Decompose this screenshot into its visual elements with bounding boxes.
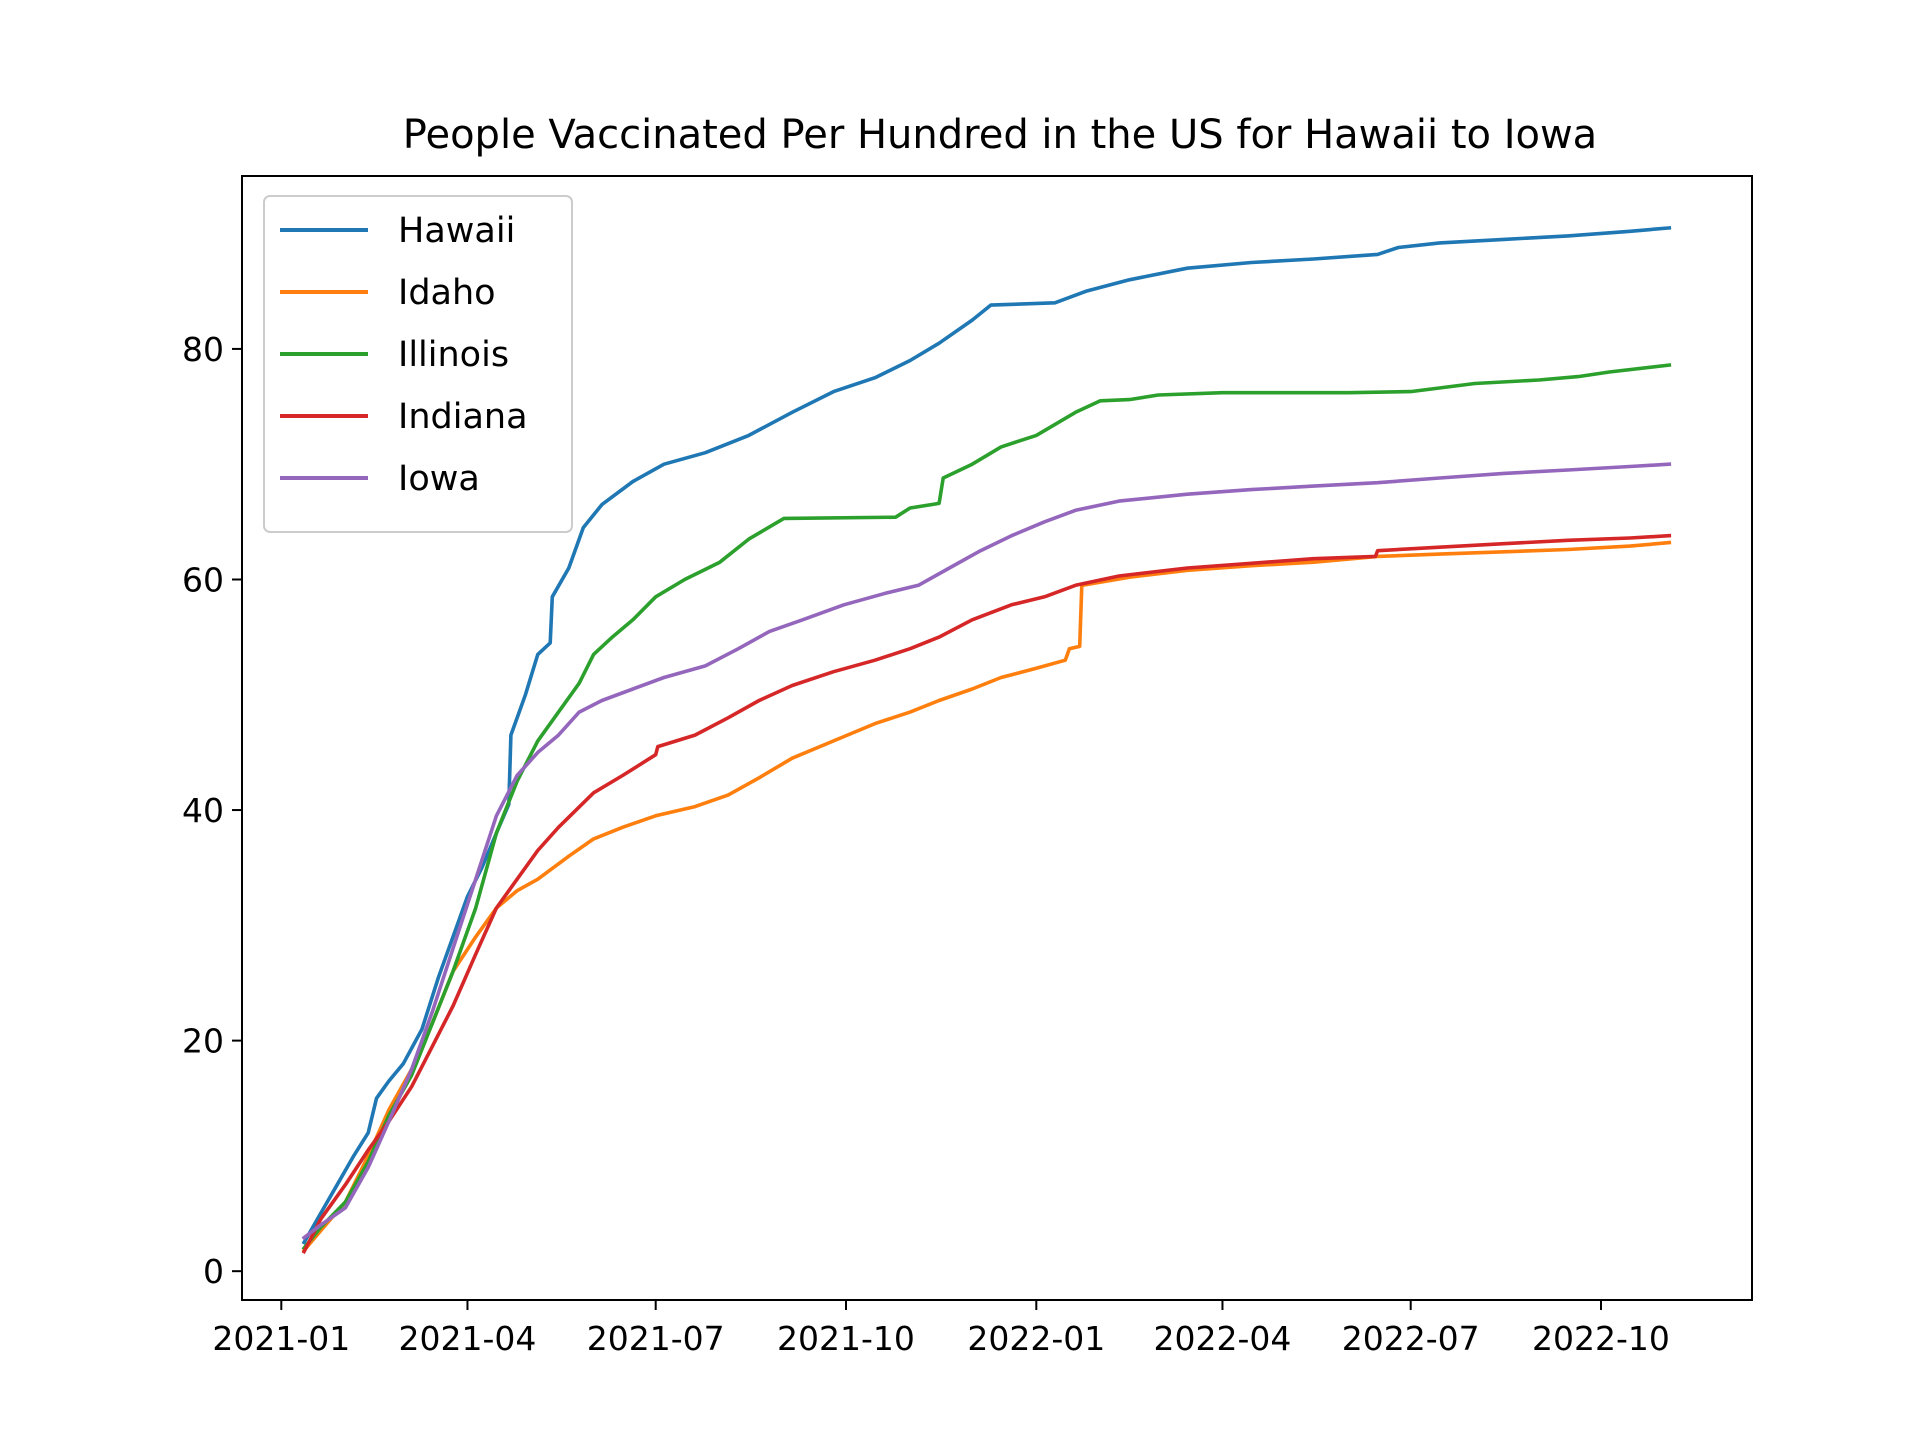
y-tick-label: 80 bbox=[182, 330, 224, 369]
x-tick-label: 2022-04 bbox=[1154, 1319, 1292, 1358]
series-line-hawaii bbox=[301, 225, 1672, 1245]
plot-area-frame bbox=[241, 175, 1753, 1301]
x-axis: 2021-01 2021-04 2021-07 2021-10 2022-01 2022-… bbox=[212, 1300, 1670, 1358]
legend: Hawaii Idaho Illinois Indiana Iowa bbox=[263, 195, 573, 533]
legend-label-indiana: Indiana bbox=[398, 397, 528, 437]
y-tick-label: 20 bbox=[182, 1022, 224, 1061]
series-line-illinois bbox=[301, 363, 1672, 1251]
x-tick-label: 2021-04 bbox=[399, 1319, 537, 1358]
y-tick-label: 60 bbox=[182, 560, 224, 599]
x-tick-label: 2022-01 bbox=[967, 1319, 1105, 1358]
legend-label-illinois: Illinois bbox=[398, 335, 509, 375]
series-layer bbox=[301, 225, 1672, 1255]
legend-label-hawaii: Hawaii bbox=[398, 211, 515, 251]
x-tick-label: 2021-10 bbox=[777, 1319, 915, 1358]
x-tick-label: 2022-10 bbox=[1532, 1319, 1670, 1358]
series-line-indiana bbox=[301, 533, 1672, 1255]
legend-label-idaho: Idaho bbox=[398, 273, 496, 313]
chart-title: People Vaccinated Per Hundred in the US … bbox=[403, 112, 1597, 158]
x-tick-label: 2022-07 bbox=[1342, 1319, 1480, 1358]
y-tick-label: 0 bbox=[203, 1252, 224, 1291]
x-tick-label: 2021-01 bbox=[212, 1319, 350, 1358]
y-axis: 0 20 40 60 80 bbox=[182, 330, 242, 1291]
series-line-iowa bbox=[301, 462, 1672, 1241]
y-tick-label: 40 bbox=[182, 791, 224, 830]
legend-box bbox=[263, 195, 573, 533]
legend-label-iowa: Iowa bbox=[398, 459, 480, 499]
x-tick-label: 2021-07 bbox=[587, 1319, 725, 1358]
